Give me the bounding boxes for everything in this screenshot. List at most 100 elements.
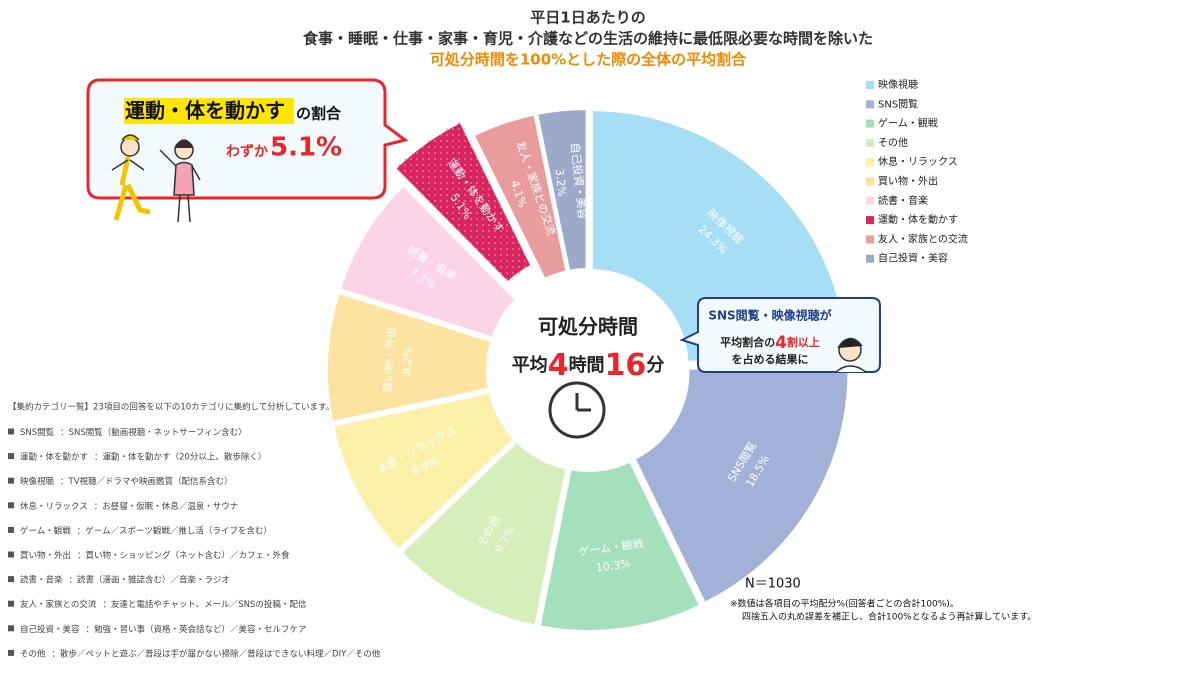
slice-value: 10.3%: [595, 557, 631, 574]
note-bullet: [8, 600, 14, 607]
callout-right: SNS閲覧・映像視聴が 平均割合の4割以上 を占める結果に: [679, 297, 881, 373]
center-hours: 4: [548, 348, 569, 383]
donut-slice: [536, 457, 704, 634]
legend-swatch: [866, 81, 874, 89]
note-item: 自己投資・美容 ：勉強・習い事（資格・英会話など）／美容・セルフケア: [20, 623, 307, 634]
callout-right-line2: 平均割合の4割以上: [720, 333, 820, 353]
center-hours-unit: 時間: [569, 355, 605, 376]
note-name: 休息・リラックス: [20, 500, 88, 511]
legend-swatch: [866, 216, 874, 225]
donut-slice: [397, 437, 570, 629]
note-name: 読書・音楽: [20, 574, 63, 585]
note-desc: ：読書（漫画・雑誌含む）／音楽・ラジオ: [69, 574, 230, 585]
legend-label: 友人・家族との交流: [878, 232, 968, 245]
slice-pattern: [393, 120, 533, 284]
legend: 映像視聴 SNS閲覧ゲーム・観戦その他休息・リラックス買い物・外出読書・音楽運動・…: [866, 78, 968, 265]
callout-right-number: 4: [775, 333, 787, 353]
note-desc: ：買い物・ショッピング（ネット含む）／カフェ・外食: [77, 550, 290, 561]
slice-value: 8.2%: [401, 347, 415, 376]
notes-header: 【集約カテゴリ一覧】23項目の回答を以下の10カテゴリに集約して分析しています。: [8, 402, 334, 413]
legend-label: その他: [878, 136, 908, 149]
center-hole: [492, 274, 684, 466]
title-line1: 平日1日あたりの: [530, 9, 645, 27]
note-bullet: [8, 551, 14, 558]
legend-swatch: [866, 119, 874, 128]
note-name: SNS閲覧: [20, 427, 55, 438]
note-bullet: [8, 453, 14, 460]
callout-highlight: 運動・体を動かす: [125, 99, 285, 123]
note-item: 買い物・外出 ：買い物・ショッピング（ネット含む）／カフェ・外食: [20, 550, 290, 561]
note-name: その他: [20, 648, 46, 659]
note-name: 自己投資・美容: [20, 623, 80, 634]
note-bullet: [8, 576, 14, 583]
callout-right-line1: SNS閲覧・映像視聴が: [708, 308, 831, 323]
legend-swatch: [866, 158, 874, 167]
note-name: 買い物・外出: [20, 550, 71, 561]
note-bullet: [8, 428, 14, 435]
donut-slice: [533, 106, 590, 275]
donut-slice: [336, 181, 520, 342]
legend-swatch: [866, 254, 874, 263]
legend-swatch: [866, 100, 874, 109]
note-bullet: [8, 502, 14, 509]
note-bullet: [8, 526, 14, 533]
center-title: 可処分時間: [538, 315, 638, 339]
slice-label: 買い物・外出 8.2%: [381, 327, 415, 394]
center-average: 平均4時間16分: [512, 348, 665, 383]
note-desc: ：TV視聴／ドラマや映画鑑賞（配信系含む）: [60, 476, 233, 487]
slice-category: 買い物・外出: [381, 327, 398, 394]
callout-right-text: 平均割合の: [720, 335, 775, 349]
legend-label: ゲーム・観戦: [878, 117, 938, 130]
note-item: 休息・リラックス ：お昼寝・仮眠・休息／温泉・サウナ: [20, 500, 238, 511]
note-item: 映像視聴 ：TV視聴／ドラマや映画鑑賞（配信系含む）: [20, 476, 233, 487]
note-desc: ：勉強・習い事（資格・英会話など）／美容・セルフケア: [86, 623, 307, 634]
legend-label: 自己投資・美容: [878, 252, 948, 265]
title-line2: 食事・睡眠・仕事・家事・育児・介護などの生活の維持に最低限必要な時間を除いた: [303, 30, 873, 48]
donut-slice: [329, 389, 519, 554]
legend-label: 読書・音楽: [878, 194, 928, 207]
note-item: SNS閲覧 ：SNS閲覧（動画視聴・ネットサーフィン含む）: [20, 427, 247, 438]
note-item: その他 ：散歩／ペットと遊ぶ／普段は手が届かない掃除／普段はできない料理／DIY／…: [20, 648, 381, 659]
note-bullet: [8, 649, 14, 656]
note-desc: ：SNS閲覧（動画視聴・ネットサーフィン含む）: [60, 427, 246, 438]
legend-label: 映像視聴: [878, 78, 918, 91]
note-desc: ：ゲーム／スポーツ観戦／推し活（ライブを含む）: [77, 525, 272, 536]
note-item: 読書・音楽 ：読書（漫画・雑誌含む）／音楽・ラジオ: [20, 574, 230, 585]
note-name: 友人・家族との交流: [20, 599, 97, 610]
notes: SNS閲覧 ：SNS閲覧（動画視聴・ネットサーフィン含む） 運動・体を動かす ：運動・…: [8, 427, 381, 659]
callout-left: 運動・体を動かす の割合 わずか 5.1%: [86, 78, 409, 223]
donut-slice: [324, 289, 496, 426]
footnote-2: 四捨五入の丸め誤差を補正し、合計100%となるよう再計算しています。: [742, 611, 1036, 623]
footnote-1: ※数値は各項目の平均配分%(回答者ごとの合計100%)。: [730, 598, 959, 610]
note-desc: ：散歩／ペットと遊ぶ／普段は手が届かない掃除／普段はできない料理／DIY／その他: [52, 648, 381, 659]
legend-swatch: [866, 196, 874, 205]
center-minutes-unit: 分: [646, 355, 664, 376]
note-desc: ：お昼寝・仮眠・休息／温泉・サウナ: [94, 500, 239, 511]
clock-icon: [548, 381, 606, 439]
note-item: ゲーム・観戦 ：ゲーム／スポーツ観戦／推し活（ライブを含む）: [20, 525, 272, 536]
note-item: 運動・体を動かす ：運動・体を動かす（20分以上、散歩除く）: [20, 451, 266, 462]
legend-swatch: [866, 138, 874, 147]
legend-label: 買い物・外出: [878, 175, 938, 188]
legend-label: SNS閲覧: [878, 98, 918, 110]
center-prefix: 平均: [512, 354, 548, 376]
note-name: 映像視聴: [20, 476, 55, 487]
legend-swatch: [866, 235, 874, 244]
callout-value: 5.1%: [270, 133, 342, 163]
note-bullet: [8, 477, 14, 484]
note-name: 運動・体を動かす: [20, 451, 88, 462]
person-phone: [835, 337, 867, 373]
note-bullet: [8, 625, 14, 632]
note-desc: ：友達と電話やチャット、メール／SNSの投稿・配信: [102, 599, 306, 610]
title-line3: 可処分時間を100%とした際の全体の平均割合: [430, 51, 747, 69]
legend-swatch: [866, 177, 874, 186]
callout-right-line3: を占める結果に: [732, 352, 809, 366]
donut: 映像視聴24.3%SNS閲覧18.5%ゲーム・観戦10.3%その他9.7%休息・…: [324, 106, 852, 634]
callout-rest: の割合: [296, 105, 342, 123]
callout-prefix: わずか: [226, 143, 268, 160]
legend-label: 休息・リラックス: [878, 155, 958, 168]
center-minutes: 16: [605, 348, 647, 383]
legend-label: 運動・体を動かす: [878, 213, 958, 226]
